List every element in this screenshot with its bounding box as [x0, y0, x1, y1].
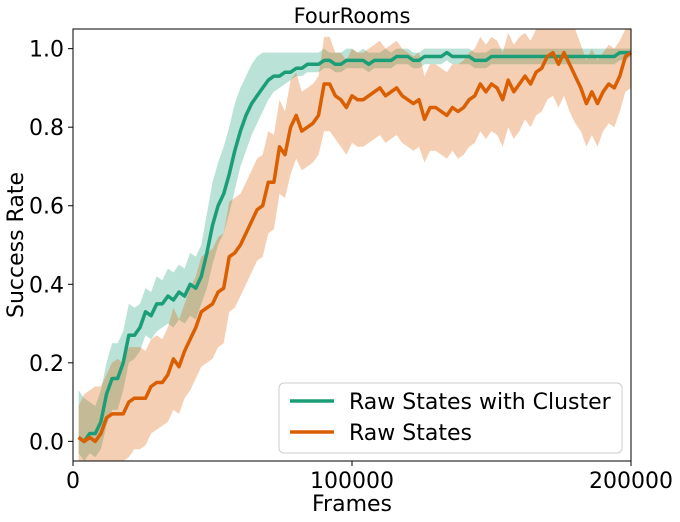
y-tick-label: 0.8 [29, 116, 64, 141]
line-raw-states-with-cluster [77, 50, 631, 444]
x-axis: 0 100000 200000 [66, 461, 673, 494]
line-raw-states [77, 50, 633, 444]
legend-label-raw-states-with-cluster: Raw States with Cluster [349, 390, 612, 415]
legend-box [278, 382, 623, 454]
legend: Raw States with Cluster Raw States [278, 382, 623, 454]
x-tick-label: 100000 [310, 469, 394, 494]
y-tick-label: 1.0 [29, 38, 64, 63]
y-tick-label: 0.0 [29, 430, 64, 455]
y-tick-label: 0.6 [29, 195, 64, 220]
y-axis-label: Success Rate [4, 172, 29, 318]
x-axis-label: Frames [312, 492, 392, 517]
confidence-bands [78, 29, 632, 461]
legend-label-raw-states: Raw States [349, 421, 472, 446]
y-tick-label: 0.2 [29, 352, 64, 377]
chart-title: FourRooms [294, 4, 411, 28]
band-raw-states [78, 29, 632, 461]
x-tick-label: 0 [66, 469, 80, 494]
series-lines [77, 50, 633, 444]
y-tick-label: 0.4 [29, 273, 64, 298]
y-axis: 0.0 0.2 0.4 0.6 0.8 1.0 [29, 38, 73, 455]
x-tick-label: 200000 [589, 469, 673, 494]
